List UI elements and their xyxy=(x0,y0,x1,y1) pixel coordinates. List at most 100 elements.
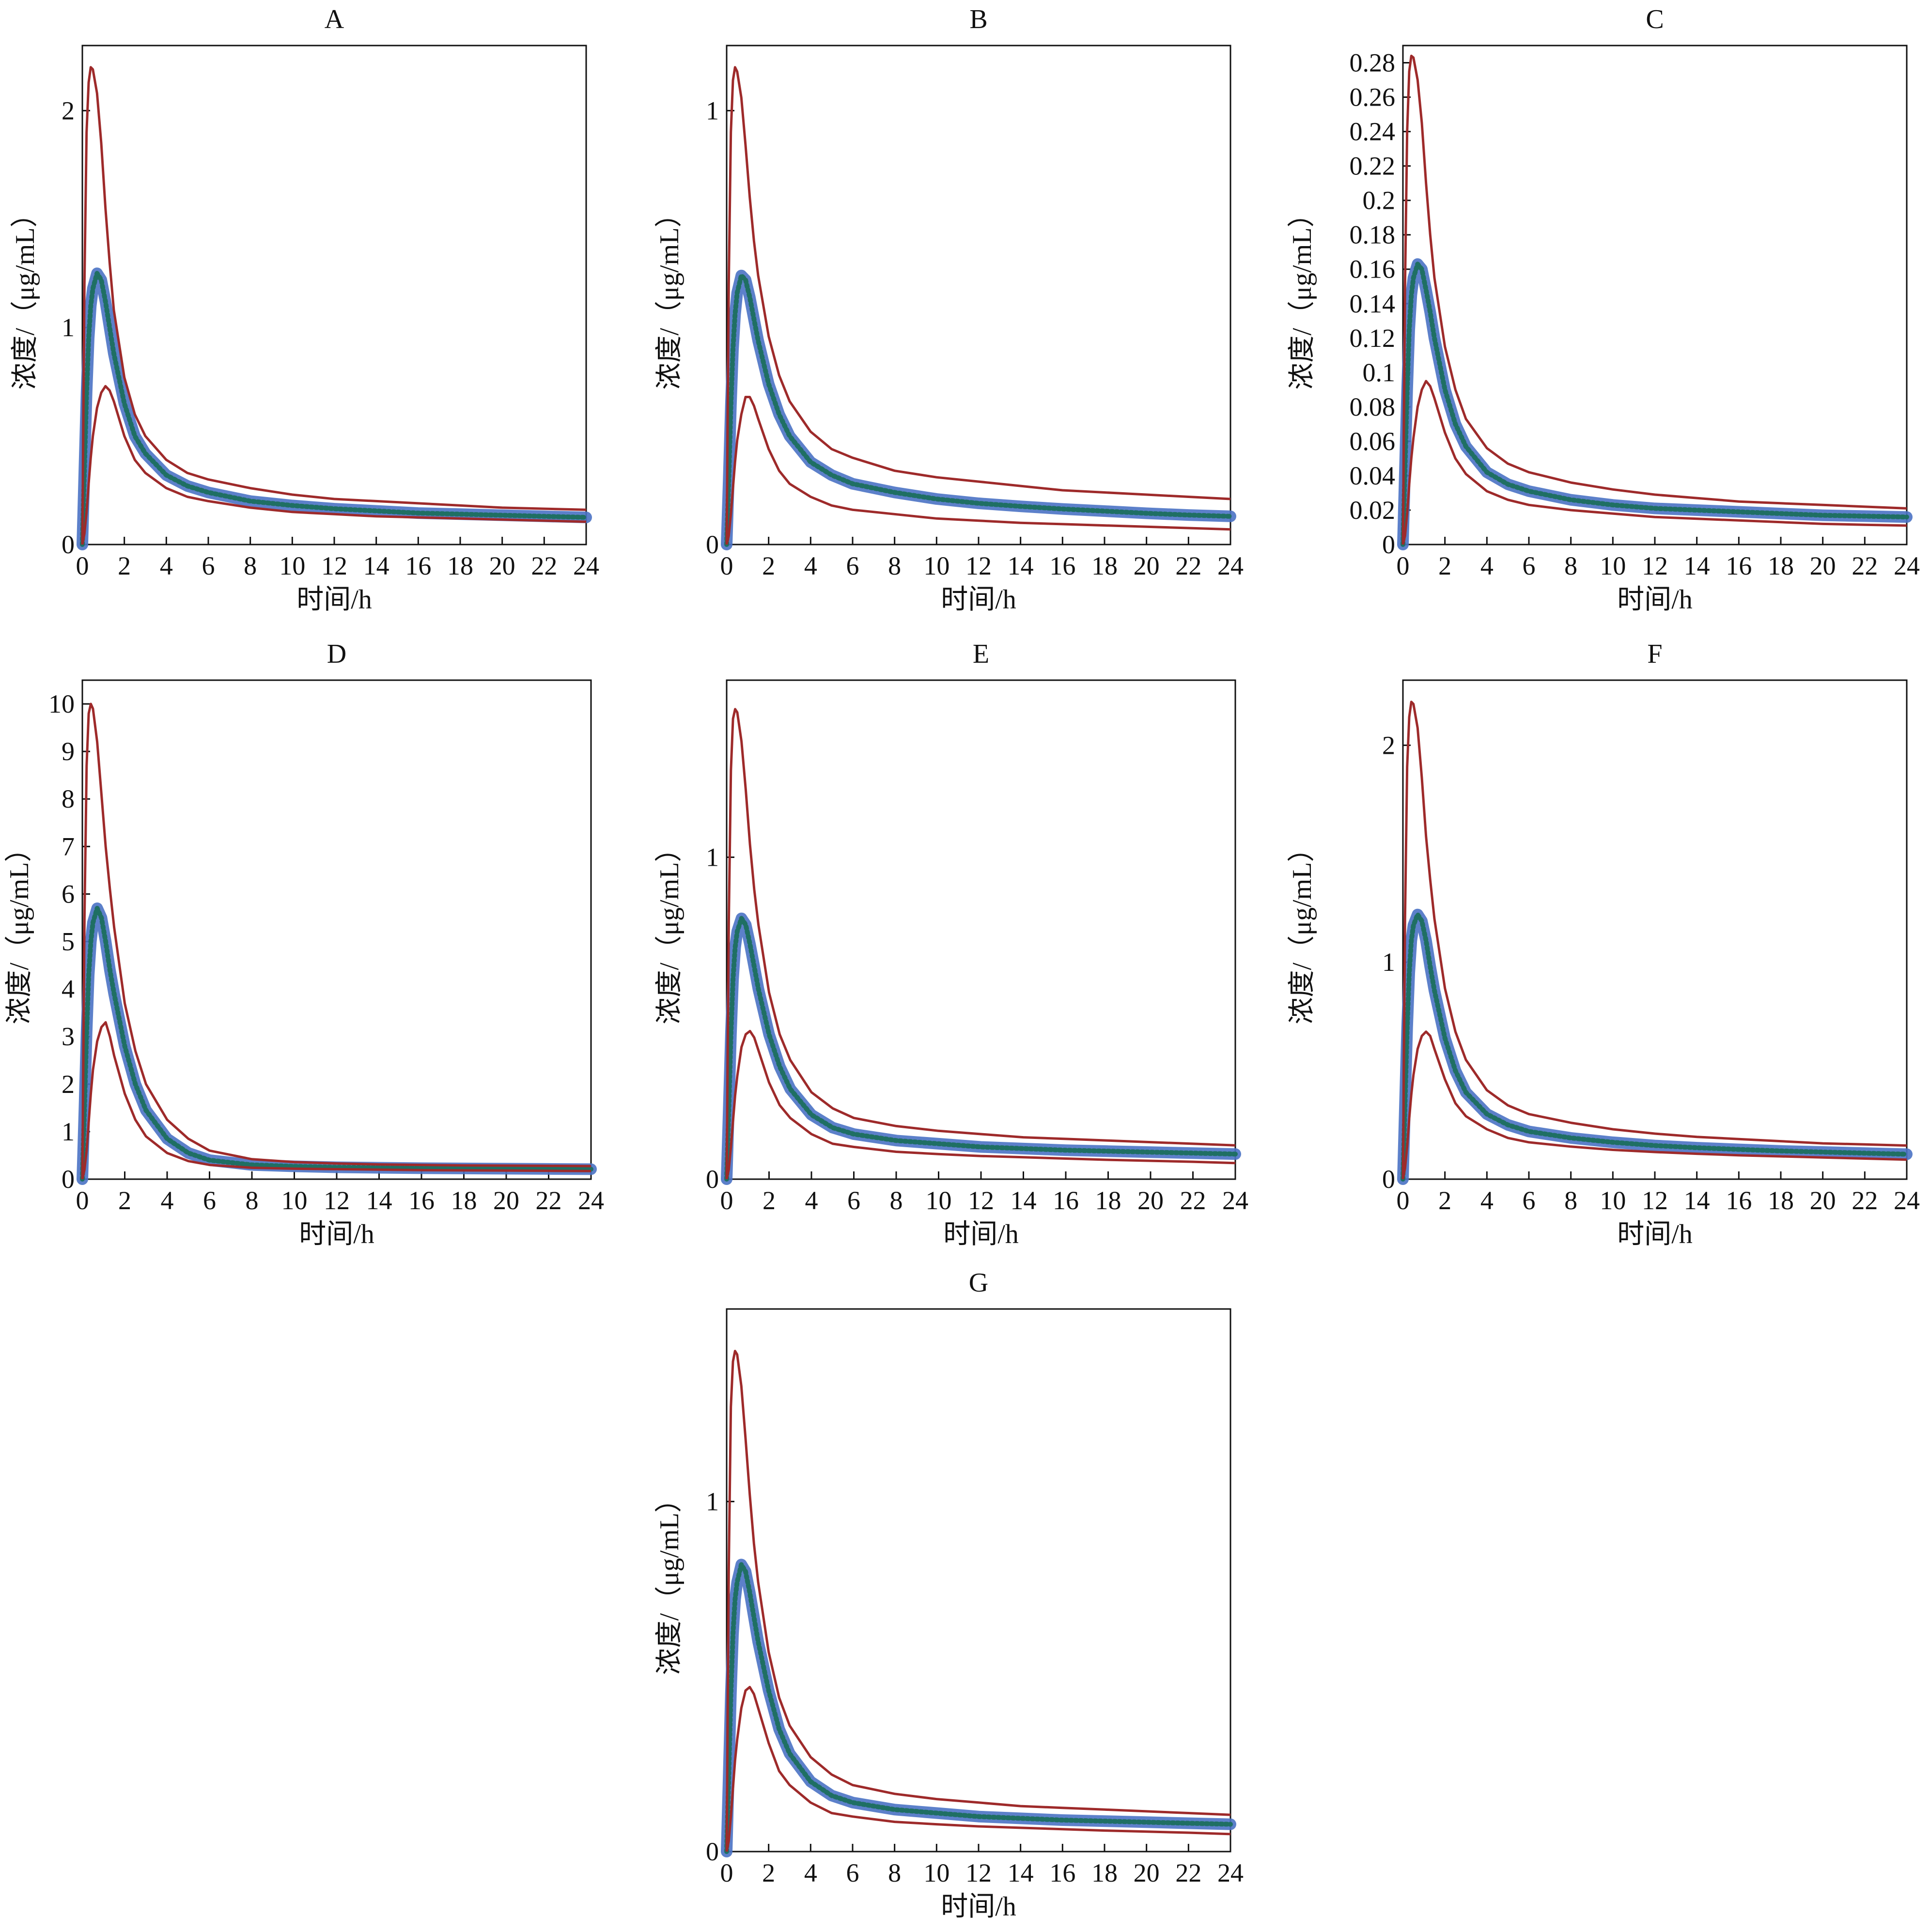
median-band-series xyxy=(1397,908,1913,1185)
upper-bound-series xyxy=(1401,701,1907,1180)
x-tick-label: 22 xyxy=(531,551,557,580)
x-axis-label: 时间/h xyxy=(1617,585,1693,615)
x-tick-label: 22 xyxy=(1852,1186,1878,1215)
x-tick-label: 24 xyxy=(1222,1186,1248,1215)
x-tick-label: 14 xyxy=(1011,1186,1037,1215)
y-tick-label: 0.22 xyxy=(1350,152,1396,181)
x-tick-label: 20 xyxy=(1137,1186,1164,1215)
x-tick-label: 4 xyxy=(160,551,173,580)
y-tick-label: 1 xyxy=(62,1117,75,1146)
x-tick-label: 20 xyxy=(1134,551,1160,580)
y-tick-label: 0.18 xyxy=(1350,220,1396,249)
y-axis-label: 浓度/（μg/mL） xyxy=(654,201,685,390)
lower-bound-series xyxy=(1401,1030,1907,1180)
x-axis-label: 时间/h xyxy=(296,585,372,615)
y-axis-label: 浓度/（μg/mL） xyxy=(1287,835,1317,1025)
x-tick-label: 10 xyxy=(923,551,949,580)
x-tick-label: 24 xyxy=(1894,551,1920,580)
lower-bound-series xyxy=(81,1021,591,1180)
x-tick-label: 14 xyxy=(1684,551,1710,580)
y-tick-label: 0.2 xyxy=(1363,186,1396,215)
x-tick-label: 18 xyxy=(447,551,473,580)
x-tick-label: 10 xyxy=(1600,1186,1626,1215)
x-tick-label: 18 xyxy=(1091,1858,1118,1887)
x-tick-label: 14 xyxy=(1008,551,1034,580)
y-tick-label: 1 xyxy=(1382,948,1395,977)
x-tick-label: 2 xyxy=(118,1186,131,1215)
x-tick-label: 4 xyxy=(1480,551,1494,580)
x-tick-label: 4 xyxy=(804,551,817,580)
x-tick-label: 14 xyxy=(363,551,389,580)
x-tick-label: 18 xyxy=(1768,551,1794,580)
x-tick-label: 14 xyxy=(366,1186,392,1215)
y-tick-label: 0.16 xyxy=(1350,255,1396,284)
upper-bound-series xyxy=(725,66,1231,545)
lower-bound-series xyxy=(81,385,587,545)
y-tick-label: 5 xyxy=(62,927,75,956)
x-tick-label: 22 xyxy=(1175,1858,1201,1887)
median-band-series xyxy=(721,912,1241,1185)
x-tick-label: 8 xyxy=(244,551,257,580)
median-band-series xyxy=(77,267,592,550)
y-tick-label: 9 xyxy=(62,737,75,766)
y-tick-label: 0.1 xyxy=(1363,358,1396,387)
x-tick-label: 0 xyxy=(1397,551,1410,580)
x-tick-label: 16 xyxy=(405,551,431,580)
x-tick-label: 2 xyxy=(118,551,131,580)
y-axis-label: 浓度/（μg/mL） xyxy=(1287,201,1317,390)
upper-bound-series xyxy=(725,708,1236,1180)
x-tick-label: 0 xyxy=(720,1186,733,1215)
x-tick-label: 8 xyxy=(246,1186,259,1215)
y-tick-label: 7 xyxy=(62,832,75,861)
y-axis-label: 浓度/（μg/mL） xyxy=(4,835,34,1025)
median-band-series xyxy=(77,902,597,1185)
x-tick-label: 10 xyxy=(279,551,305,580)
x-tick-label: 16 xyxy=(1053,1186,1079,1215)
x-tick-label: 2 xyxy=(763,1186,776,1215)
x-axis-label: 时间/h xyxy=(941,1892,1016,1922)
x-tick-label: 12 xyxy=(965,1858,992,1887)
x-tick-label: 22 xyxy=(1175,551,1201,580)
y-tick-label: 2 xyxy=(62,1070,75,1099)
plot-frame xyxy=(726,45,1231,545)
x-tick-label: 4 xyxy=(161,1186,174,1215)
x-axis-label: 时间/h xyxy=(943,1219,1019,1249)
x-tick-label: 14 xyxy=(1684,1186,1710,1215)
y-tick-label: 10 xyxy=(48,689,75,718)
chart-panel-d: D0 2 4 6 8 10 12 14 16 18 20 22 24012345678910时间/h浓度… xyxy=(4,639,604,1249)
x-tick-label: 2 xyxy=(762,1858,775,1887)
upper-bound-series xyxy=(1401,54,1907,545)
x-tick-label: 22 xyxy=(536,1186,562,1215)
y-tick-label: 0 xyxy=(706,1837,719,1866)
x-tick-label: 6 xyxy=(1523,551,1536,580)
y-tick-label: 3 xyxy=(62,1022,75,1051)
y-tick-label: 0.06 xyxy=(1350,427,1396,456)
y-tick-label: 0 xyxy=(1382,530,1395,559)
x-tick-label: 12 xyxy=(324,1186,350,1215)
lower-bound-series xyxy=(725,396,1231,545)
y-tick-label: 0 xyxy=(62,1165,75,1194)
y-tick-label: 0.28 xyxy=(1350,48,1396,78)
y-tick-label: 0 xyxy=(706,1165,719,1194)
x-tick-label: 2 xyxy=(762,551,775,580)
x-tick-label: 8 xyxy=(1564,1186,1577,1215)
median-band-series xyxy=(1397,258,1913,550)
chart-panel-c: C0 2 4 6 8 10 12 14 16 18 20 22 2400.020.040.060.080… xyxy=(1287,4,1920,615)
y-tick-label: 0.04 xyxy=(1350,461,1396,490)
x-tick-label: 18 xyxy=(1091,551,1118,580)
x-tick-label: 4 xyxy=(805,1186,818,1215)
y-tick-label: 1 xyxy=(706,842,719,872)
x-tick-label: 16 xyxy=(1726,551,1752,580)
x-tick-label: 22 xyxy=(1180,1186,1206,1215)
x-tick-label: 6 xyxy=(202,551,215,580)
chart-title: G xyxy=(969,1268,988,1298)
y-tick-label: 0.24 xyxy=(1350,117,1396,146)
median-series xyxy=(80,271,589,547)
lower-bound-series xyxy=(725,1685,1231,1852)
y-axis-label: 浓度/（μg/mL） xyxy=(10,201,40,390)
x-tick-label: 24 xyxy=(1894,1186,1920,1215)
chart-title: F xyxy=(1647,639,1662,669)
